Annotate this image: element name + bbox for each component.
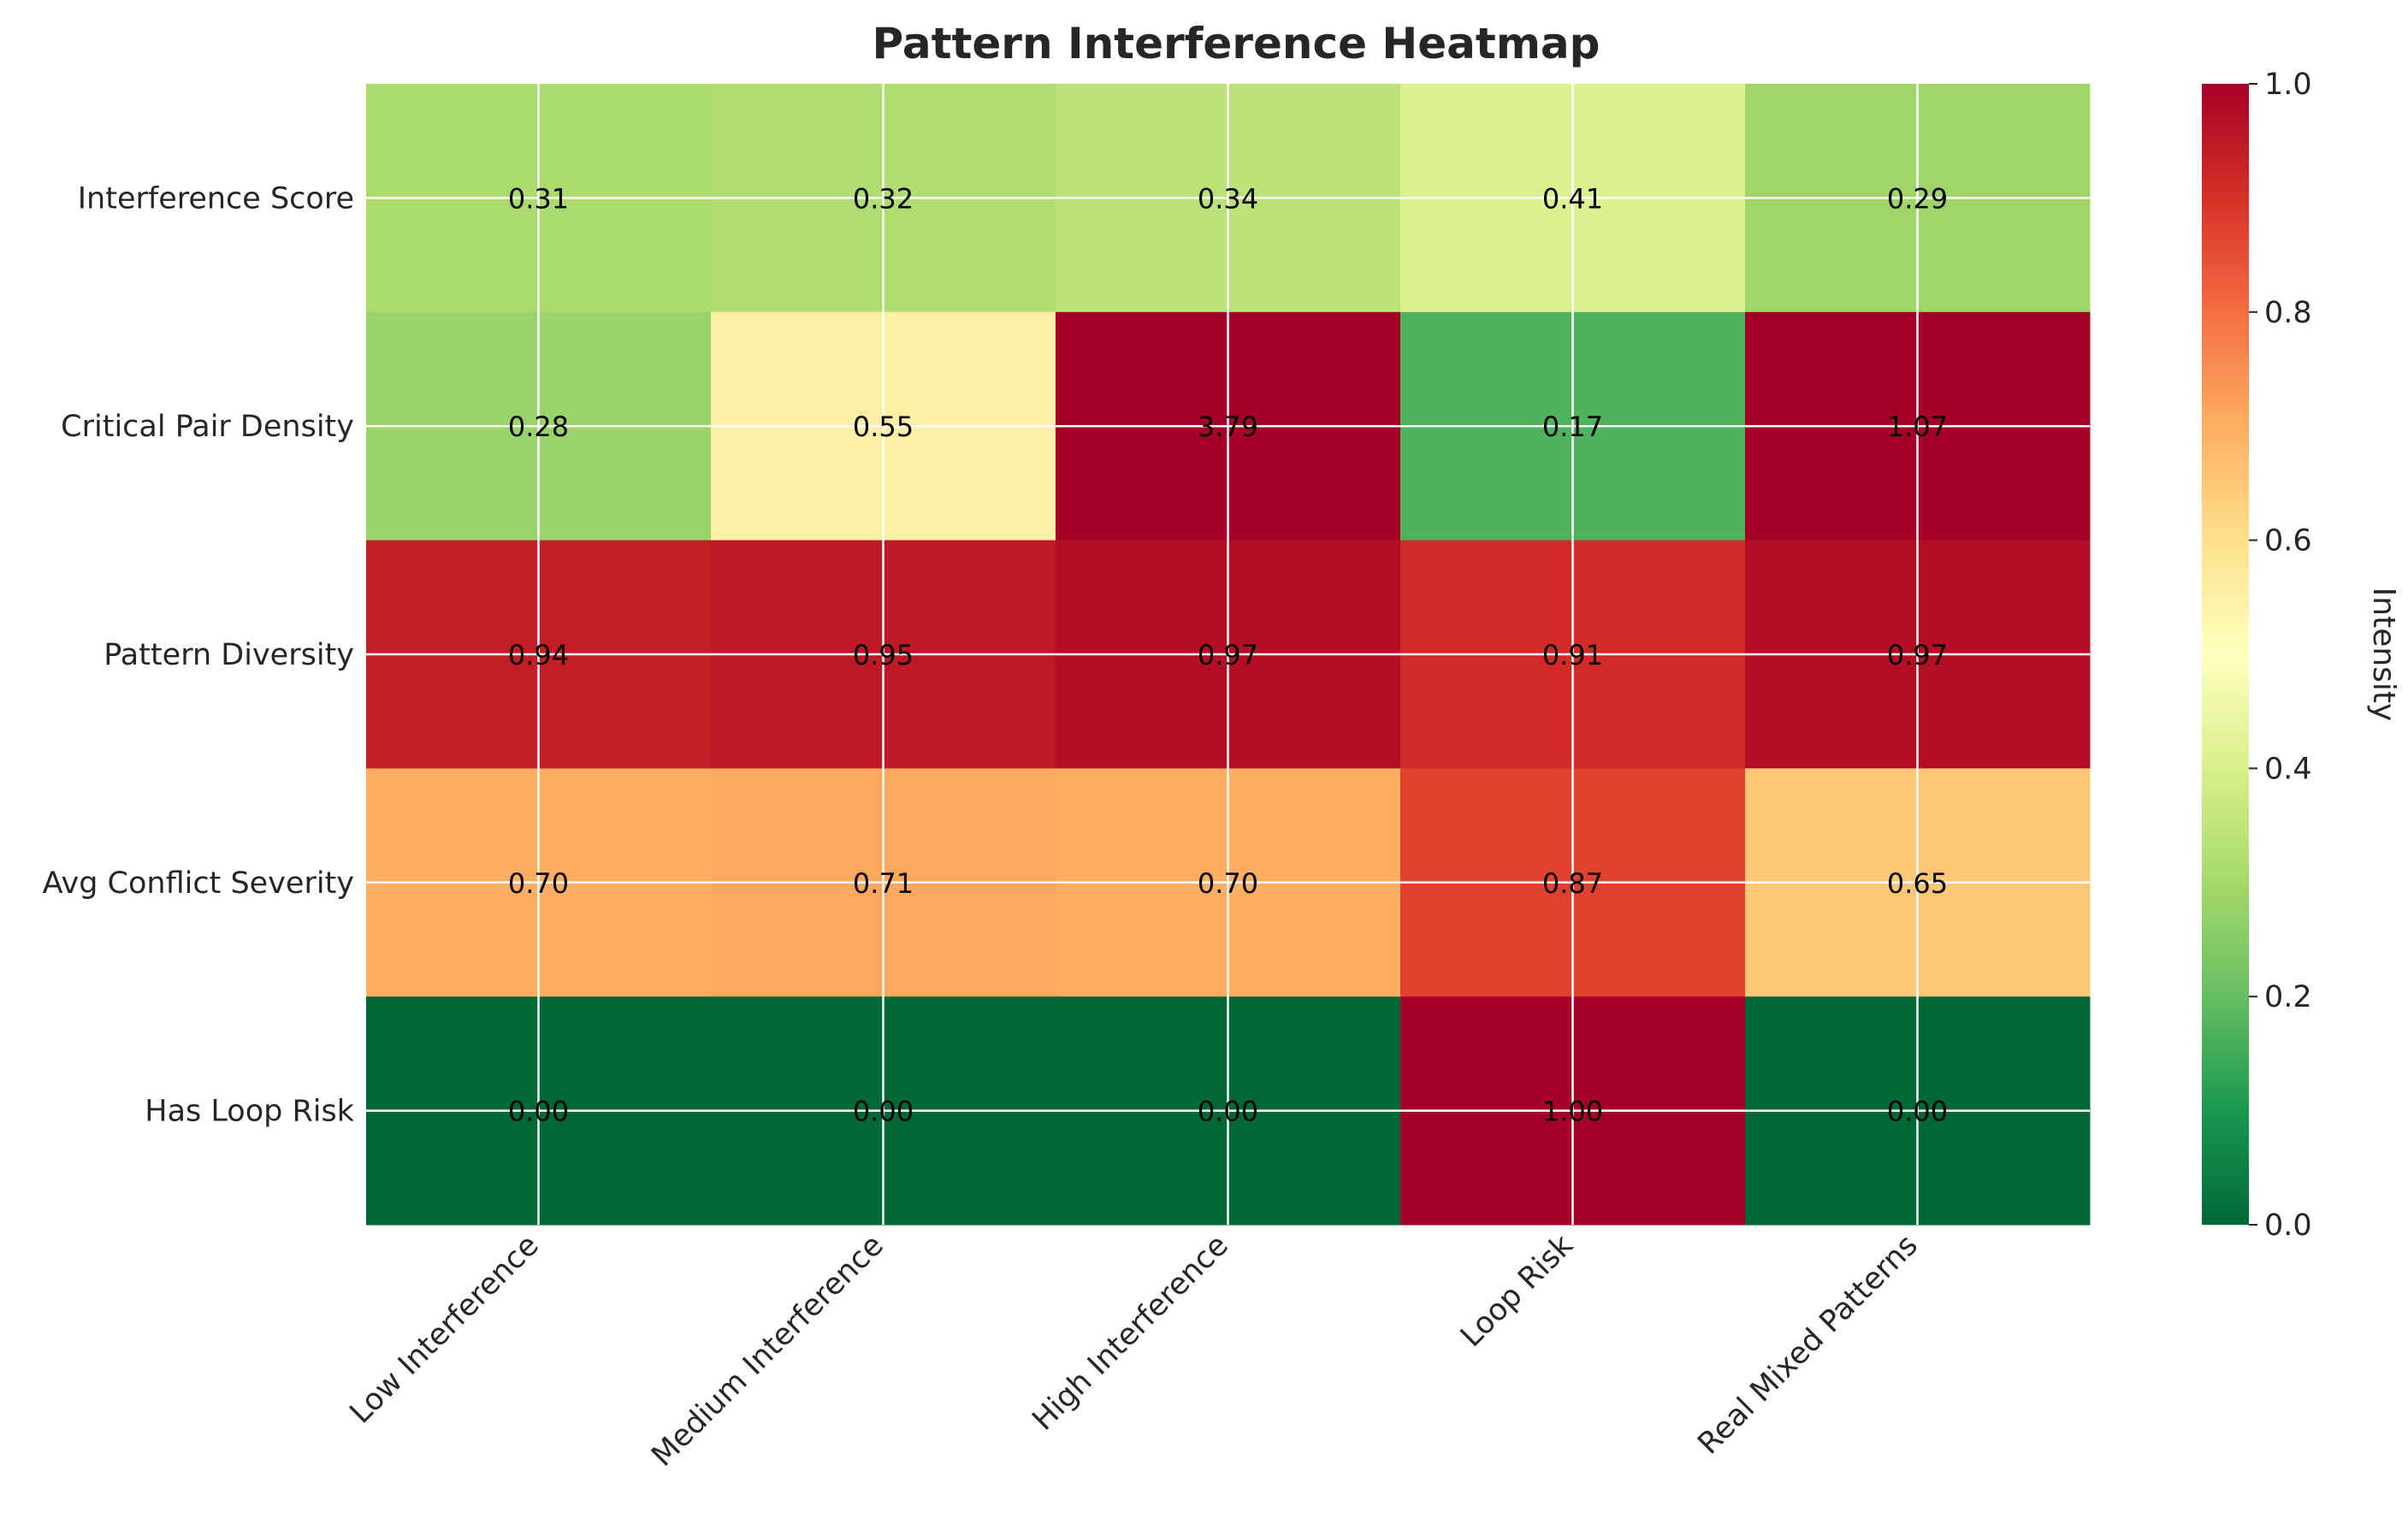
cell-value-label: 1.00 — [1542, 1096, 1603, 1128]
cell-value-label: 0.94 — [508, 639, 569, 671]
colorbar: 0.0 0.2 0.4 0.6 0.8 1.0 Intensity — [2202, 68, 2401, 1243]
cell-value-label: 0.70 — [508, 867, 569, 900]
row-label: Avg Conflict Severity — [43, 866, 354, 901]
chart-title: Pattern Interference Heatmap — [873, 19, 1600, 68]
cell-value-label: 0.70 — [1198, 867, 1258, 900]
column-labels: Low Interference Medium Interference High … — [344, 1228, 1925, 1474]
cell-value-label: 0.31 — [508, 182, 569, 215]
column-label: Loop Risk — [1454, 1228, 1580, 1354]
colorbar-tick-label: 0.2 — [2264, 980, 2312, 1014]
column-label: Low Interference — [344, 1228, 546, 1430]
cell-value-label: 0.29 — [1887, 182, 1948, 215]
cell-value-label: 0.55 — [853, 411, 914, 443]
cell-value-label: 0.00 — [1198, 1096, 1258, 1128]
row-labels: Interference Score Critical Pair Density P… — [43, 181, 355, 1128]
gridlines — [366, 84, 2090, 1225]
colorbar-tick-label: 0.6 — [2264, 524, 2312, 559]
cell-value-label: 1.07 — [1887, 411, 1948, 443]
cell-value-label: 0.32 — [853, 182, 914, 215]
cell-value-label: 0.71 — [853, 867, 914, 900]
colorbar-tick-label: 1.0 — [2264, 68, 2312, 102]
cell-value-label: 0.34 — [1198, 182, 1258, 215]
row-label: Interference Score — [78, 181, 354, 216]
cell-value-label: 0.65 — [1887, 867, 1948, 900]
cell-value-label: 0.97 — [1887, 639, 1948, 671]
column-label: Real Mixed Patterns — [1692, 1228, 1925, 1461]
colorbar-tick-label: 0.8 — [2264, 296, 2312, 330]
cell-value-label: 0.87 — [1542, 867, 1603, 900]
cell-value-label: 0.00 — [1887, 1096, 1948, 1128]
column-label: High Interference — [1026, 1228, 1234, 1437]
cell-value-label: 0.17 — [1542, 411, 1603, 443]
cell-value-label: 0.00 — [853, 1096, 914, 1128]
colorbar-tick-label: 0.4 — [2264, 752, 2312, 786]
cell-value-label: 0.95 — [853, 639, 914, 671]
colorbar-label: Intensity — [2366, 588, 2401, 722]
cell-value-label: 0.41 — [1542, 182, 1603, 215]
cell-value-label: 0.00 — [508, 1096, 569, 1128]
cell-value-label: 3.79 — [1198, 411, 1258, 443]
cell-value-label: 0.97 — [1198, 639, 1258, 671]
row-label: Pattern Diversity — [104, 638, 354, 672]
row-label: Has Loop Risk — [145, 1095, 354, 1129]
cell-value-labels: 0.31 0.32 0.34 0.41 0.29 0.28 0.55 3.79 0.17 1.07… — [508, 182, 1948, 1127]
colorbar-gradient — [2202, 84, 2249, 1225]
cell-value-label: 0.28 — [508, 411, 569, 443]
colorbar-tick-label: 0.0 — [2264, 1209, 2312, 1243]
column-label: Medium Interference — [645, 1228, 890, 1474]
cell-value-label: 0.91 — [1542, 639, 1603, 671]
row-label: Critical Pair Density — [61, 410, 354, 444]
colorbar-ticks: 0.0 0.2 0.4 0.6 0.8 1.0 — [2249, 68, 2312, 1243]
